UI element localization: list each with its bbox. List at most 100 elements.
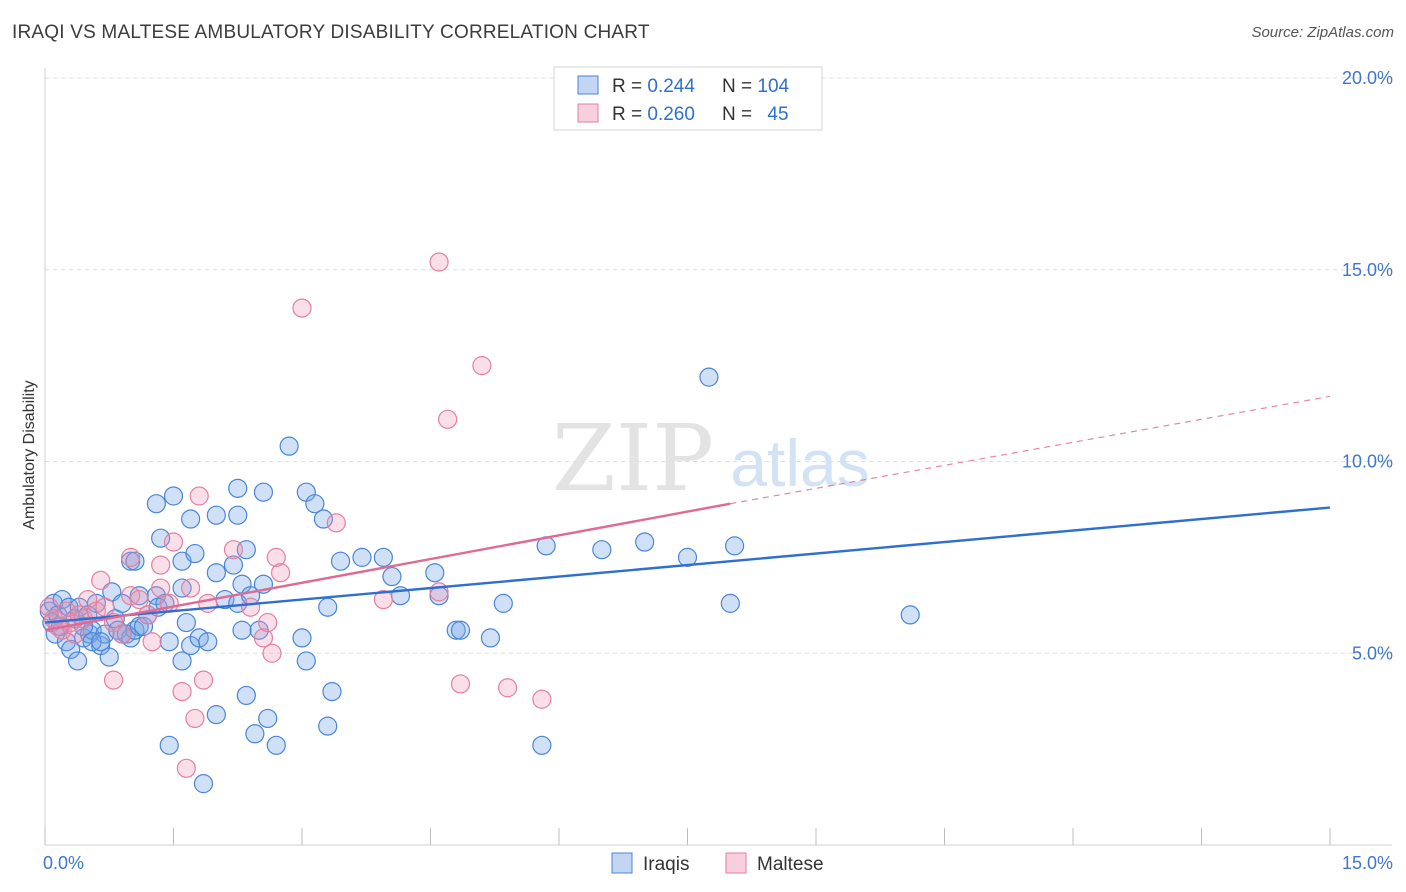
point-iraqis-89	[532, 735, 552, 755]
x-tick-label-1: 15.0%	[1342, 853, 1393, 873]
point-iraqis-83	[635, 532, 655, 552]
data-points	[39, 252, 920, 794]
point-maltese-20	[163, 532, 184, 552]
point-iraqis-86	[720, 593, 740, 613]
point-iraqis-42	[198, 632, 218, 652]
stats-legend: R = 0.244 N = 104 R = 0.260 N = 45	[553, 66, 823, 131]
point-iraqis-55	[181, 509, 201, 529]
point-maltese-48	[429, 252, 449, 272]
point-iraqis-69	[318, 597, 338, 617]
trend-lines	[44, 395, 1331, 632]
bottom-legend-label-maltese: Maltese	[757, 854, 824, 875]
point-maltese-21	[181, 578, 201, 598]
bottom-legend-swatch-iraqis	[611, 852, 633, 874]
point-maltese-38	[91, 570, 111, 590]
point-iraqis-95	[258, 708, 278, 729]
point-iraqis-79	[480, 628, 501, 648]
point-iraqis-90	[159, 735, 179, 755]
x-tick-label-0: 0.0%	[43, 853, 84, 873]
point-iraqis-102	[91, 632, 111, 652]
legend-n-label-iraqis: N =	[722, 76, 757, 97]
point-iraqis-93	[236, 685, 256, 706]
legend-r-label-maltese: R =	[612, 104, 647, 125]
axes	[44, 68, 1392, 846]
point-iraqis-71	[352, 547, 372, 567]
point-maltese-13	[112, 624, 132, 644]
point-iraqis-63	[313, 509, 334, 529]
legend-swatch-maltese	[577, 103, 599, 123]
trend-line-iraqis	[44, 506, 1331, 624]
point-maltese-27	[258, 612, 278, 633]
chart-title: IRAQI VS MALTESE AMBULATORY DISABILITY C…	[12, 22, 650, 43]
point-maltese-40	[373, 589, 393, 610]
point-iraqis-97	[318, 716, 338, 736]
bottom-legend-label-iraqis: Iraqis	[643, 854, 689, 875]
trend-extension-maltese	[730, 395, 1331, 505]
legend-n-label-maltese: N =	[722, 104, 757, 125]
trend-line-maltese	[44, 502, 731, 632]
legend-r-label-iraqis: R =	[612, 76, 647, 97]
point-iraqis-20	[99, 647, 119, 667]
point-maltese-46	[472, 356, 492, 376]
point-maltese-35	[193, 670, 214, 690]
point-maltese-43	[498, 678, 518, 698]
point-iraqis-53	[146, 494, 166, 514]
point-iraqis-59	[253, 482, 274, 502]
y-tick-label-1: 10.0%	[1342, 452, 1393, 472]
y-tick-label-3: 20.0%	[1342, 68, 1393, 88]
point-iraqis-75	[425, 563, 445, 583]
svg-text:R = 0.244: R = 0.244	[612, 76, 695, 97]
point-maltese-24	[223, 540, 244, 560]
bottom-legend-swatch-maltese	[725, 852, 747, 874]
point-iraqis-78	[450, 620, 471, 640]
point-iraqis-11	[67, 651, 88, 671]
point-iraqis-36	[159, 632, 179, 652]
grid-lines	[45, 77, 1392, 654]
point-maltese-39	[326, 513, 346, 533]
point-iraqis-98	[322, 681, 342, 702]
point-maltese-31	[121, 547, 141, 567]
point-iraqis-29	[133, 616, 154, 637]
point-maltese-18	[151, 578, 171, 598]
legend-r-value-maltese: 0.260	[647, 104, 695, 125]
point-maltese-17	[142, 632, 162, 652]
point-iraqis-38	[176, 612, 196, 633]
point-iraqis-51	[151, 528, 171, 548]
point-iraqis-54	[185, 543, 205, 564]
point-iraqis-82	[592, 540, 612, 560]
point-iraqis-77	[446, 620, 466, 640]
point-iraqis-68	[296, 651, 316, 671]
point-maltese-25	[241, 597, 261, 617]
point-iraqis-94	[245, 724, 265, 744]
point-iraqis-91	[193, 774, 214, 794]
point-maltese-32	[151, 555, 171, 575]
point-iraqis-92	[206, 705, 226, 725]
point-iraqis-80	[493, 593, 513, 613]
point-maltese-26	[253, 628, 274, 648]
point-iraqis-85	[725, 536, 745, 556]
point-iraqis-67	[292, 628, 312, 648]
point-iraqis-72	[373, 547, 393, 567]
point-maltese-28	[262, 643, 282, 663]
tick-labels: 5.0% 10.0% 15.0% 20.0% 0.0% 15.0%	[43, 68, 1393, 873]
legend-swatch-iraqis	[577, 75, 599, 95]
legend-n-value-iraqis: 104	[757, 76, 789, 97]
point-iraqis-96	[266, 735, 286, 755]
point-iraqis-60	[279, 436, 299, 456]
point-iraqis-84	[677, 547, 698, 567]
point-maltese-30	[270, 563, 291, 583]
point-maltese-36	[176, 758, 196, 778]
point-iraqis-62	[305, 494, 325, 514]
point-iraqis-88	[699, 367, 719, 387]
y-tick-label-2: 15.0%	[1342, 260, 1393, 280]
point-maltese-47	[292, 298, 312, 318]
point-iraqis-49	[223, 555, 244, 575]
point-iraqis-99	[172, 651, 192, 671]
point-iraqis-52	[163, 486, 184, 506]
legend-n-value-maltese: 45	[767, 104, 788, 125]
point-iraqis-87	[900, 605, 920, 625]
svg-text:N = 45: N = 45	[722, 104, 789, 125]
watermark-zip: ZIP	[552, 405, 714, 512]
point-maltese-34	[185, 708, 205, 729]
